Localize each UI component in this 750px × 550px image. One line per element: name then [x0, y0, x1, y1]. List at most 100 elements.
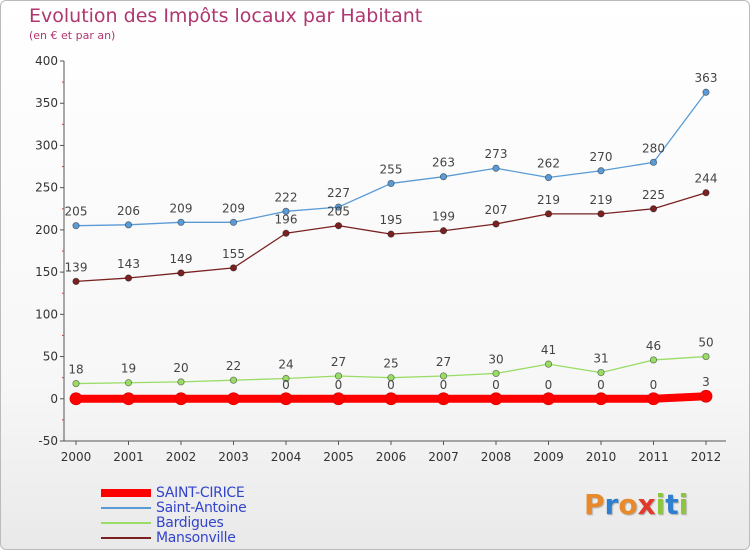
data-label: 225	[642, 188, 665, 202]
x-tick-label: 2004	[271, 450, 302, 464]
x-tick-label: 2010	[586, 450, 617, 464]
data-label: 219	[537, 193, 560, 207]
data-label: 0	[440, 378, 448, 392]
data-label: 227	[327, 186, 350, 200]
logo-letter: i	[678, 488, 689, 521]
data-point	[594, 392, 608, 406]
legend-label: Mansonville	[156, 530, 236, 546]
y-tick-label: 350	[35, 96, 58, 110]
data-point	[177, 269, 185, 277]
x-tick-label: 2007	[428, 450, 459, 464]
y-tick-label: 300	[35, 138, 58, 152]
data-label: 25	[383, 357, 398, 371]
data-label: 139	[65, 260, 88, 274]
data-point	[174, 392, 188, 406]
y-tick-label: -50	[38, 434, 58, 448]
data-point	[72, 277, 80, 285]
proxiti-logo: Proxiti	[584, 488, 688, 521]
data-label: 195	[380, 213, 403, 227]
y-tick-label: 0	[50, 392, 58, 406]
data-point	[124, 221, 133, 229]
data-label: 199	[432, 210, 455, 224]
data-label: 222	[275, 190, 298, 204]
data-label: 30	[488, 352, 503, 366]
data-label: 206	[117, 204, 140, 218]
data-point	[177, 218, 185, 226]
data-label: 205	[327, 205, 350, 219]
y-tick-label: 150	[35, 265, 58, 279]
data-label: 244	[695, 172, 718, 186]
chart-subtitle: (en € et par an)	[29, 29, 116, 42]
data-label: 273	[485, 147, 508, 161]
legend-label: Bardigues	[156, 515, 224, 531]
data-point	[387, 230, 395, 238]
data-label: 363	[695, 71, 718, 85]
data-label: 262	[537, 157, 560, 171]
legend-swatch	[101, 507, 151, 509]
data-point	[702, 189, 710, 197]
data-point	[702, 352, 710, 361]
data-point	[489, 392, 503, 406]
x-tick-label: 2001	[113, 450, 144, 464]
data-point	[542, 392, 555, 406]
y-tick-label: 200	[35, 223, 58, 237]
data-label: 0	[335, 378, 343, 392]
data-point	[227, 392, 240, 406]
data-point	[702, 88, 710, 96]
legend-label: SAINT-CIRICE	[156, 485, 245, 501]
data-label: 255	[380, 162, 403, 176]
data-label: 0	[545, 378, 553, 392]
data-point	[439, 372, 448, 380]
data-label: 143	[117, 257, 140, 271]
x-tick-label: 2000	[61, 450, 92, 464]
logo-letter: t	[665, 488, 679, 521]
data-label: 209	[222, 201, 245, 215]
data-point	[334, 222, 343, 230]
legend-swatch	[101, 537, 151, 539]
data-point	[597, 210, 605, 218]
data-point	[279, 392, 293, 406]
data-label: 0	[597, 378, 605, 392]
data-label: 22	[226, 359, 241, 373]
data-point	[647, 392, 660, 406]
legend-swatch	[101, 489, 151, 497]
data-point	[492, 369, 500, 378]
legend-label: Saint-Antoine	[156, 500, 247, 516]
data-point	[72, 222, 80, 230]
data-label: 0	[492, 378, 500, 392]
data-label: 20	[173, 361, 188, 375]
data-point	[492, 220, 500, 228]
data-label: 207	[485, 203, 508, 217]
logo-letter: P	[584, 488, 605, 521]
x-tick-label: 2005	[323, 450, 354, 464]
y-tick-label: 250	[35, 181, 58, 195]
x-tick-label: 2006	[376, 450, 407, 464]
data-point	[384, 392, 398, 406]
data-label: 0	[650, 378, 658, 392]
data-point	[72, 379, 80, 388]
data-point	[597, 368, 605, 377]
data-point	[124, 379, 133, 387]
data-point	[334, 203, 343, 211]
data-point	[229, 264, 238, 272]
data-label: 27	[436, 355, 451, 369]
data-point	[229, 376, 238, 384]
x-tick-label: 2011	[638, 450, 669, 464]
data-point	[649, 356, 658, 364]
data-point	[282, 229, 290, 237]
data-label: 41	[541, 343, 556, 357]
data-label: 0	[282, 378, 290, 392]
data-label: 18	[68, 363, 83, 377]
data-point	[69, 392, 83, 406]
x-tick-label: 2009	[533, 450, 564, 464]
data-label: 31	[593, 352, 608, 366]
x-tick-label: 2003	[218, 450, 249, 464]
data-label: 205	[65, 205, 88, 219]
data-label: 155	[222, 247, 245, 261]
data-point	[437, 392, 450, 406]
data-point	[122, 392, 135, 406]
data-point	[177, 378, 185, 386]
data-point	[492, 164, 500, 172]
data-point	[649, 205, 658, 213]
